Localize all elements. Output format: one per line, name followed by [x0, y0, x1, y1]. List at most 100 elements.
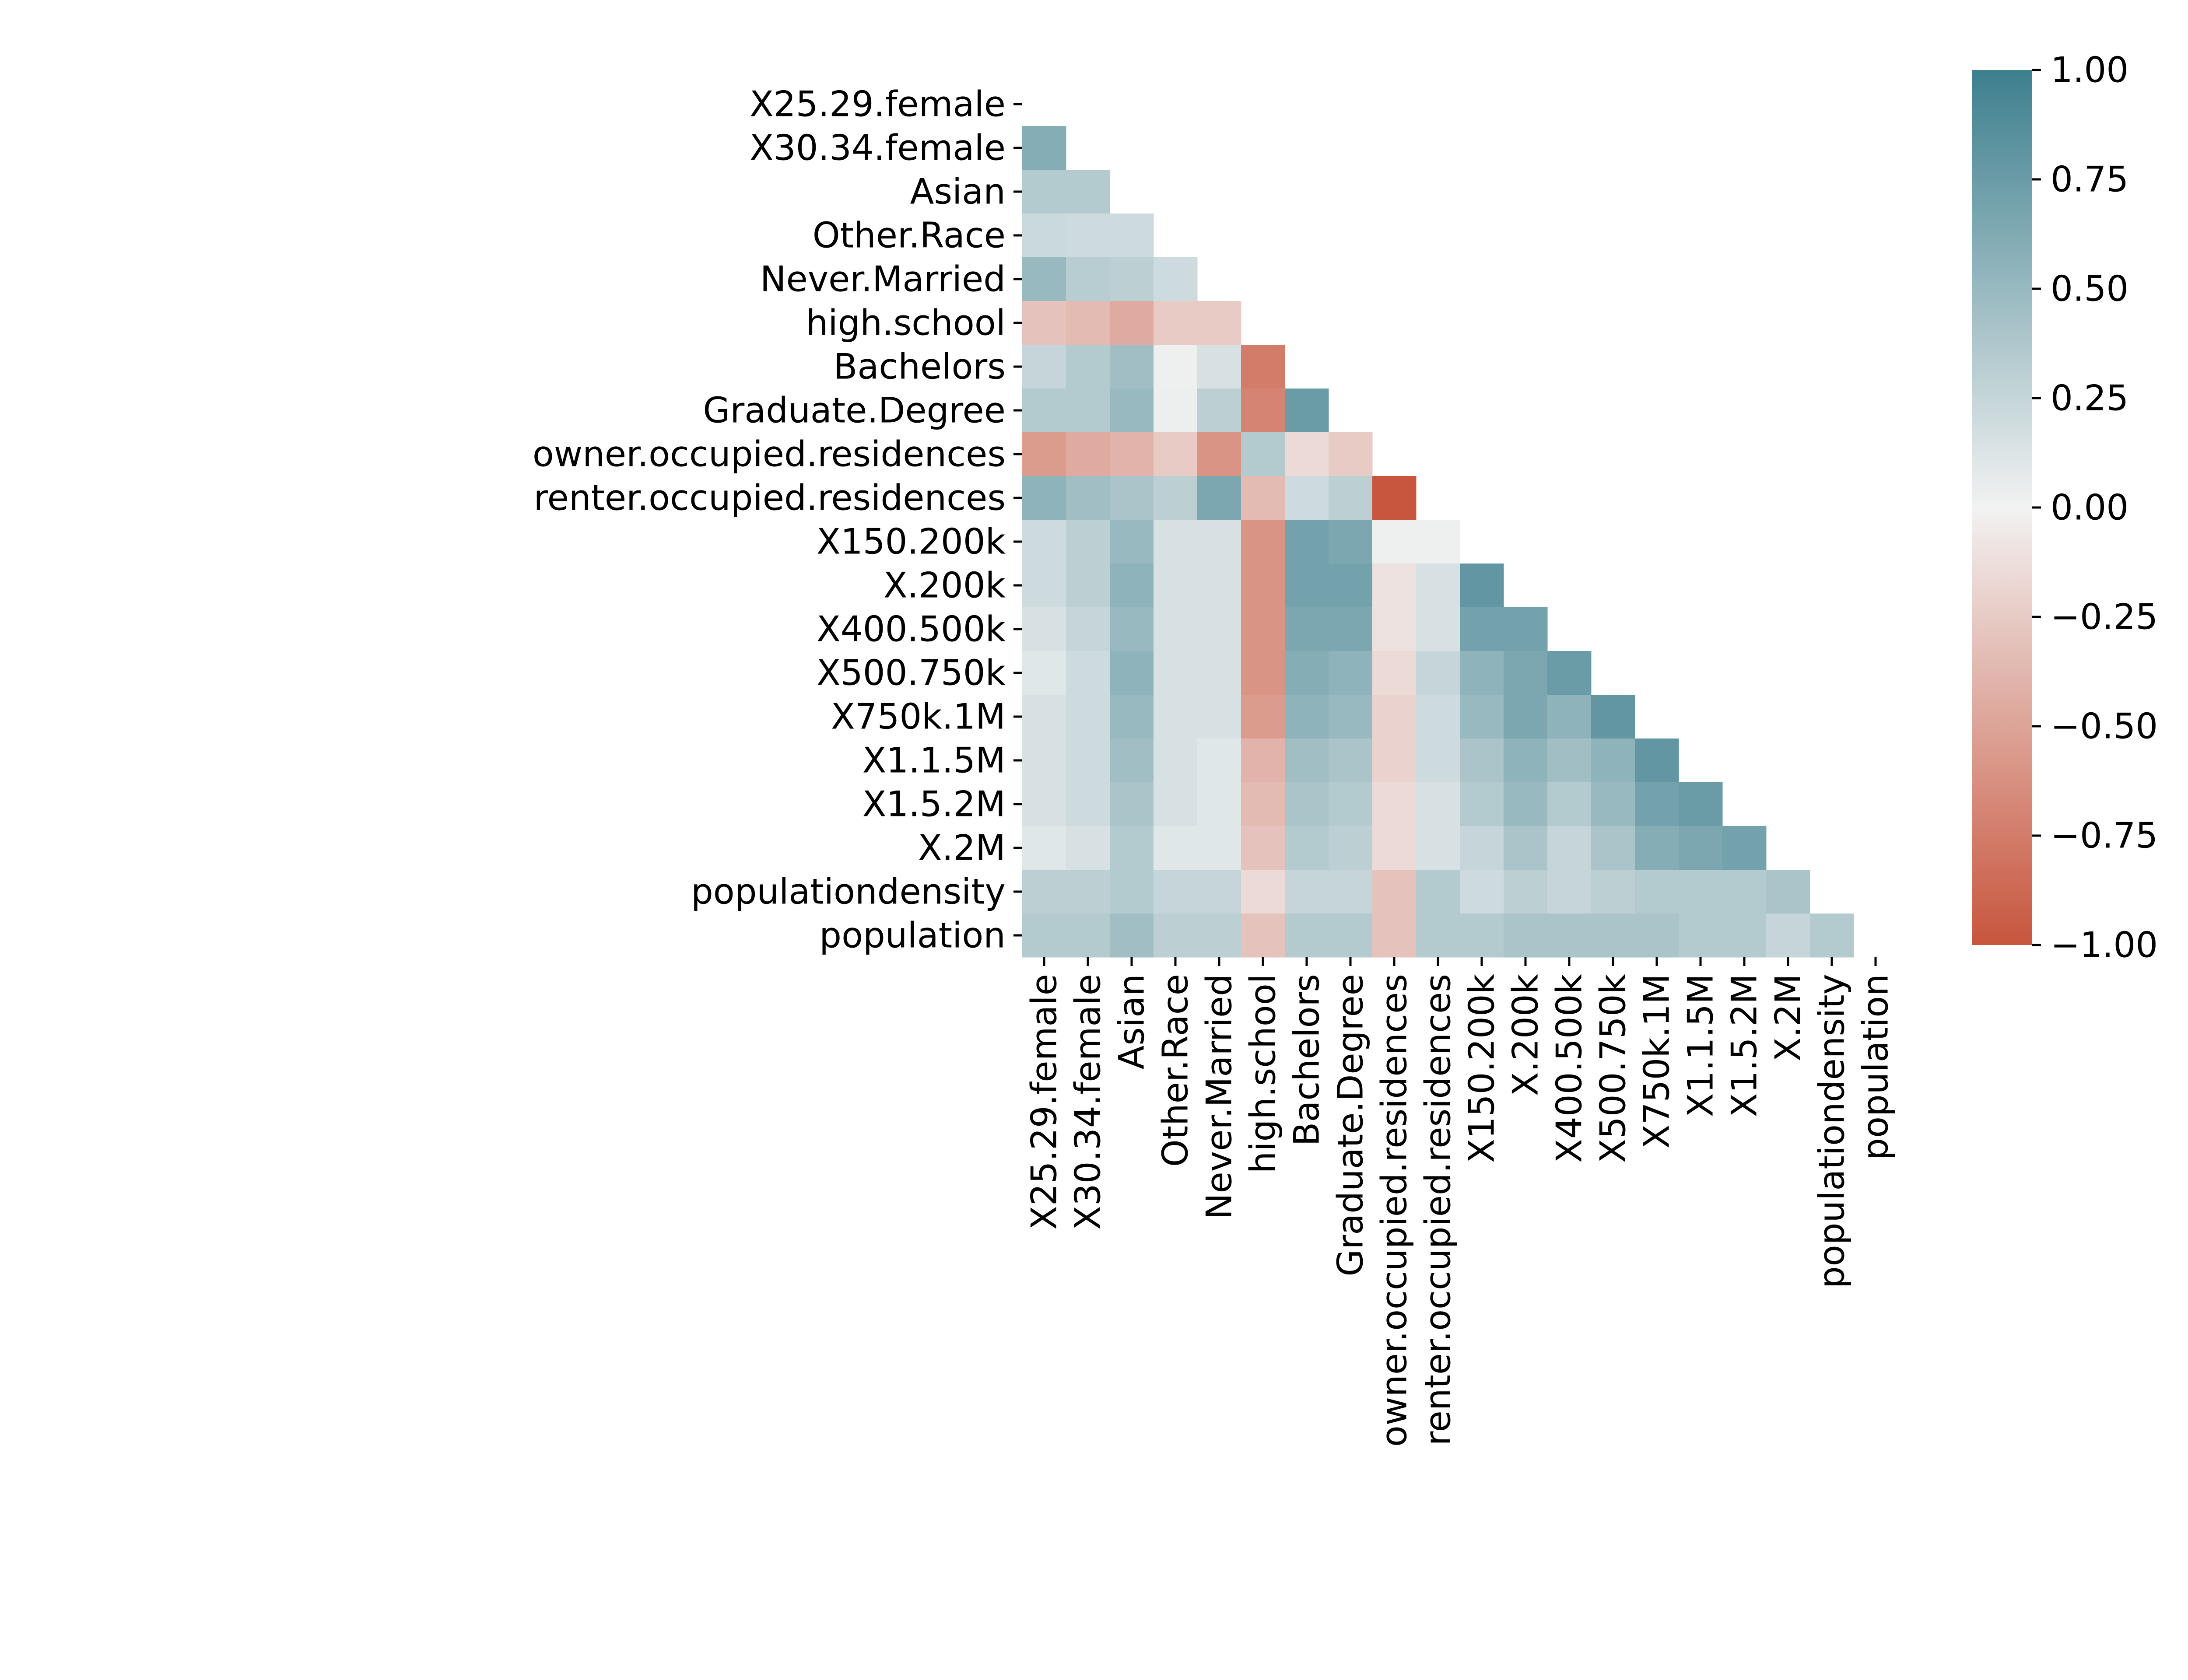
- y-axis-labels: X25.29.femaleX30.34.femaleAsianOther.Rac…: [533, 84, 1022, 956]
- heatmap-cell: [1197, 388, 1241, 433]
- heatmap-cell: [1416, 826, 1460, 870]
- heatmap-cell: [1591, 695, 1635, 739]
- heatmap-cell: [1110, 826, 1154, 870]
- heatmap-cell: [1241, 476, 1285, 520]
- heatmap-cell: [1241, 738, 1285, 783]
- heatmap-cell: [1460, 607, 1504, 651]
- heatmap-cell: [1591, 914, 1635, 958]
- heatmap-cell: [1285, 826, 1329, 870]
- heatmap-cell: [1766, 870, 1810, 914]
- y-tick-label: X400.500k: [817, 609, 1006, 650]
- heatmap-cell: [1066, 607, 1110, 651]
- heatmap-cell: [1722, 914, 1767, 958]
- heatmap-cell: [1416, 782, 1460, 826]
- heatmap-cell: [1416, 695, 1460, 739]
- heatmap-cell: [1110, 607, 1154, 651]
- heatmap-cell: [1241, 914, 1285, 958]
- heatmap-cell: [1066, 914, 1110, 958]
- heatmap-cell: [1460, 651, 1504, 695]
- heatmap-cell: [1241, 345, 1285, 389]
- heatmap-cell: [1372, 695, 1417, 739]
- heatmap-cell: [1197, 695, 1241, 739]
- x-tick-label: Other.Race: [1155, 974, 1196, 1167]
- heatmap-cell: [1154, 870, 1198, 914]
- colorbar-tick-label: 1.00: [2051, 50, 2128, 91]
- x-tick-label: X30.34.female: [1068, 974, 1108, 1230]
- heatmap-cell: [1110, 651, 1154, 695]
- heatmap-cell: [1154, 257, 1198, 301]
- heatmap-cell: [1066, 388, 1110, 433]
- heatmap-cell: [1022, 870, 1066, 914]
- heatmap-cell: [1504, 870, 1548, 914]
- heatmap-cell: [1022, 345, 1066, 389]
- y-tick-label: X1.1.5M: [863, 740, 1006, 781]
- heatmap-cell: [1416, 738, 1460, 783]
- heatmap-cell: [1154, 651, 1198, 695]
- x-tick-label: Bachelors: [1287, 974, 1327, 1146]
- x-tick-label: populationdensity: [1812, 974, 1852, 1288]
- heatmap-cell: [1066, 301, 1110, 345]
- heatmap-cell: [1591, 826, 1635, 870]
- y-tick-label: populationdensity: [691, 872, 1006, 912]
- heatmap-cell: [1154, 301, 1198, 345]
- y-tick-label: Other.Race: [813, 215, 1006, 256]
- x-tick-label: population: [1855, 974, 1896, 1160]
- heatmap-cell: [1460, 695, 1504, 739]
- heatmap-cell: [1197, 564, 1241, 608]
- heatmap-cell: [1110, 257, 1154, 301]
- heatmap-cell: [1154, 345, 1198, 389]
- x-tick-label: Never.Married: [1199, 974, 1240, 1219]
- heatmap-cell: [1766, 914, 1810, 958]
- heatmap-cell: [1110, 476, 1154, 520]
- heatmap-cell: [1022, 126, 1066, 170]
- heatmap-cell: [1504, 914, 1548, 958]
- y-tick-label: population: [819, 915, 1006, 956]
- heatmap-cell: [1110, 564, 1154, 608]
- y-tick-label: X30.34.female: [750, 128, 1006, 168]
- heatmap-cell: [1022, 170, 1066, 214]
- heatmap-cell: [1372, 782, 1417, 826]
- heatmap-cell: [1591, 782, 1635, 826]
- heatmap-cell: [1285, 870, 1329, 914]
- heatmap-cell: [1022, 476, 1066, 520]
- heatmap-cell: [1154, 476, 1198, 520]
- heatmap-cell: [1241, 388, 1285, 433]
- heatmap-cell: [1722, 826, 1767, 870]
- heatmap-cell: [1110, 782, 1154, 826]
- heatmap-cell: [1635, 914, 1679, 958]
- heatmap-cell: [1154, 738, 1198, 783]
- heatmap-cell: [1285, 520, 1329, 564]
- heatmap-cell: [1110, 432, 1154, 476]
- heatmap-cell: [1591, 738, 1635, 783]
- heatmap-cell: [1679, 914, 1723, 958]
- y-tick-label: Graduate.Degree: [703, 390, 1006, 431]
- heatmap-cell: [1197, 301, 1241, 345]
- heatmap-cell: [1285, 388, 1329, 433]
- heatmap-cell: [1066, 782, 1110, 826]
- x-tick-label: renter.occupied.residences: [1418, 974, 1459, 1446]
- heatmap-cell: [1022, 826, 1066, 870]
- heatmap-cell: [1416, 870, 1460, 914]
- heatmap-cell: [1110, 301, 1154, 345]
- heatmap-cell: [1110, 520, 1154, 564]
- heatmap-cell: [1197, 782, 1241, 826]
- heatmap-cell: [1197, 826, 1241, 870]
- heatmap-cell: [1066, 476, 1110, 520]
- y-tick-label: Asian: [910, 172, 1006, 212]
- heatmap-cell: [1154, 564, 1198, 608]
- heatmap-cell: [1066, 257, 1110, 301]
- heatmap-cell: [1460, 826, 1504, 870]
- heatmap-cell: [1504, 738, 1548, 783]
- y-tick-label: high.school: [806, 303, 1006, 343]
- heatmap-cell: [1460, 738, 1504, 783]
- heatmap-cells: [1022, 126, 1854, 958]
- heatmap-cell: [1197, 870, 1241, 914]
- x-tick-label: X.200k: [1505, 973, 1546, 1096]
- y-tick-label: Bachelors: [833, 346, 1006, 387]
- heatmap-cell: [1241, 826, 1285, 870]
- heatmap-cell: [1547, 914, 1592, 958]
- heatmap-cell: [1110, 695, 1154, 739]
- heatmap-cell: [1241, 432, 1285, 476]
- x-tick-label: X150.200k: [1462, 973, 1502, 1163]
